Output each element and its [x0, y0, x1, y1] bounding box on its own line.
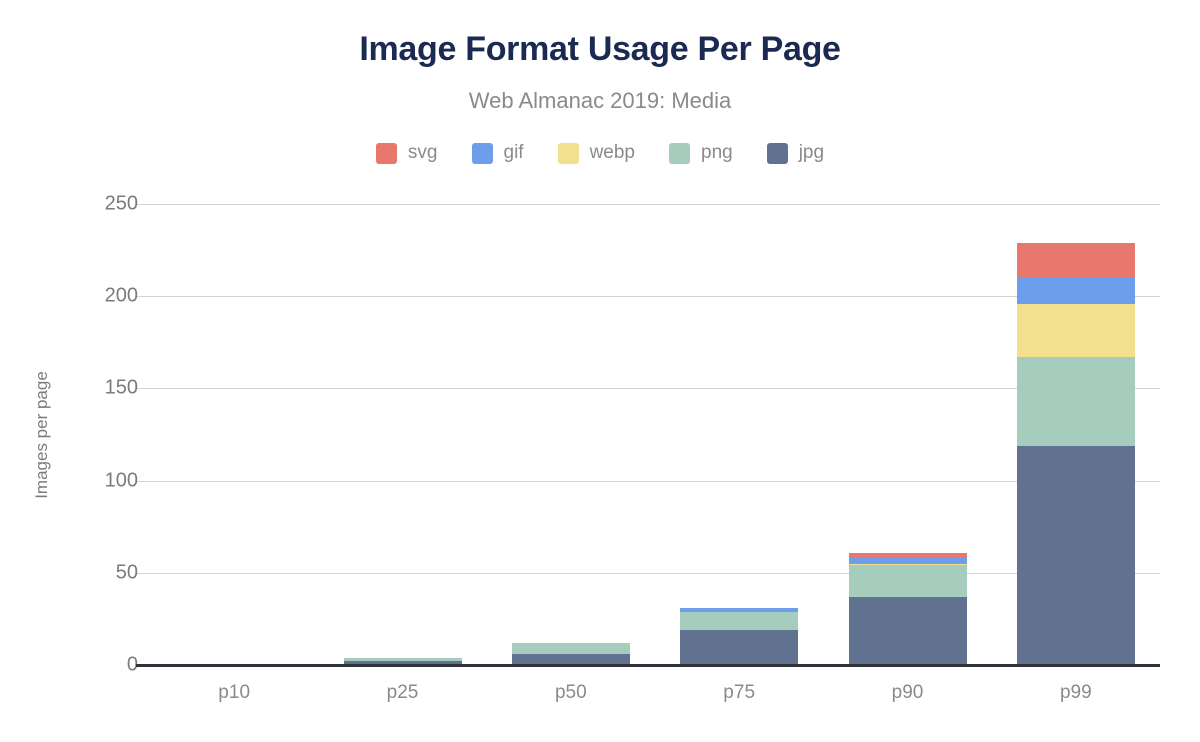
legend-swatch-gif	[471, 142, 493, 164]
y-tick-mark-50	[137, 572, 150, 574]
bar-segment-p75-gif[interactable]	[680, 607, 799, 612]
bar-segment-p90-svg[interactable]	[848, 552, 967, 559]
chart-subtitle: Web Almanac 2019: Media	[468, 88, 732, 113]
chart-title: Image Format Usage Per Page	[359, 30, 841, 68]
bar-stack-p50	[511, 642, 630, 665]
x-tick-label-p10: p10	[218, 682, 251, 703]
legend-label-svg: svg	[407, 142, 438, 163]
x-tick-label-p99: p99	[1059, 682, 1092, 703]
bar-group-p50[interactable]	[511, 204, 630, 665]
bar-segment-p99-png[interactable]	[1016, 357, 1135, 446]
y-axis-title: Images per page	[30, 204, 54, 665]
bar-segment-p50-jpg[interactable]	[511, 653, 630, 665]
bar-group-p99[interactable]	[1016, 204, 1135, 665]
y-tick-label-250: 250	[104, 192, 138, 215]
bar-group-p25[interactable]	[343, 204, 462, 665]
y-tick-label-0: 0	[126, 653, 138, 676]
bar-segment-p99-svg[interactable]	[1016, 242, 1135, 278]
bar-segment-p75-png[interactable]	[680, 611, 799, 630]
x-tick-label-p25: p25	[386, 682, 419, 703]
legend-item-svg[interactable]: svg	[375, 142, 438, 164]
legend-swatch-svg	[375, 142, 397, 164]
bar-stack-p75	[680, 607, 799, 665]
y-tick-label-150: 150	[104, 376, 138, 399]
plot-area: 0 50 100 150 200 250	[105, 193, 1160, 676]
bar-group-p75[interactable]	[680, 204, 799, 665]
legend-swatch-jpg	[766, 142, 788, 164]
y-tick-label-100: 100	[104, 469, 138, 492]
bar-stack-p90	[848, 552, 967, 665]
bar-segment-p25-png[interactable]	[343, 657, 462, 662]
legend-item-gif[interactable]: gif	[471, 142, 524, 164]
gridline-50	[150, 572, 1160, 574]
bar-segment-p99-webp[interactable]	[1016, 303, 1135, 358]
legend-label-webp: webp	[589, 142, 635, 163]
legend-label-png: png	[701, 142, 733, 163]
bar-segment-p90-webp[interactable]	[848, 563, 967, 566]
gridline-250	[150, 204, 1160, 205]
bar-stack-p25	[343, 657, 462, 665]
gridline-150	[150, 388, 1160, 390]
legend-swatch-webp	[557, 142, 579, 164]
bar-segment-p75-jpg[interactable]	[680, 629, 799, 665]
bar-segment-p50-png[interactable]	[511, 642, 630, 654]
y-tick-mark-100	[137, 480, 150, 482]
bar-segment-p90-gif[interactable]	[848, 558, 967, 564]
legend-item-png[interactable]: png	[669, 142, 733, 164]
y-tick-mark-200	[137, 296, 150, 298]
legend-item-webp[interactable]: webp	[557, 142, 635, 164]
chart-legend: svg gif webp png jpg	[0, 142, 1200, 164]
x-tick-label-p75: p75	[723, 682, 756, 703]
y-axis-title-label: Images per page	[32, 370, 51, 499]
y-tick-label-200: 200	[104, 284, 138, 307]
bar-group-p90[interactable]	[848, 204, 967, 665]
bar-segment-p99-jpg[interactable]	[1016, 445, 1135, 665]
x-axis-line	[136, 664, 1160, 667]
legend-item-jpg[interactable]: jpg	[766, 142, 825, 164]
bar-segment-p99-gif[interactable]	[1016, 277, 1135, 304]
bar-stack-p99	[1016, 242, 1135, 665]
legend-label-jpg: jpg	[798, 142, 825, 163]
legend-label-gif: gif	[503, 142, 524, 163]
bar-segment-p90-png[interactable]	[848, 565, 967, 597]
bar-segment-p25-jpg[interactable]	[343, 661, 462, 665]
x-tick-label-p50: p50	[554, 682, 587, 703]
y-tick-mark-250	[137, 204, 150, 205]
bar-group-p10[interactable]	[175, 204, 293, 665]
gridline-200	[150, 296, 1160, 298]
y-tick-label-50: 50	[115, 561, 138, 584]
gridline-100	[150, 480, 1160, 482]
bars-layer	[150, 204, 1160, 665]
legend-swatch-png	[669, 142, 690, 164]
bar-segment-p90-jpg[interactable]	[848, 596, 967, 665]
x-tick-label-p90: p90	[891, 682, 924, 703]
y-tick-mark-150	[137, 388, 150, 390]
